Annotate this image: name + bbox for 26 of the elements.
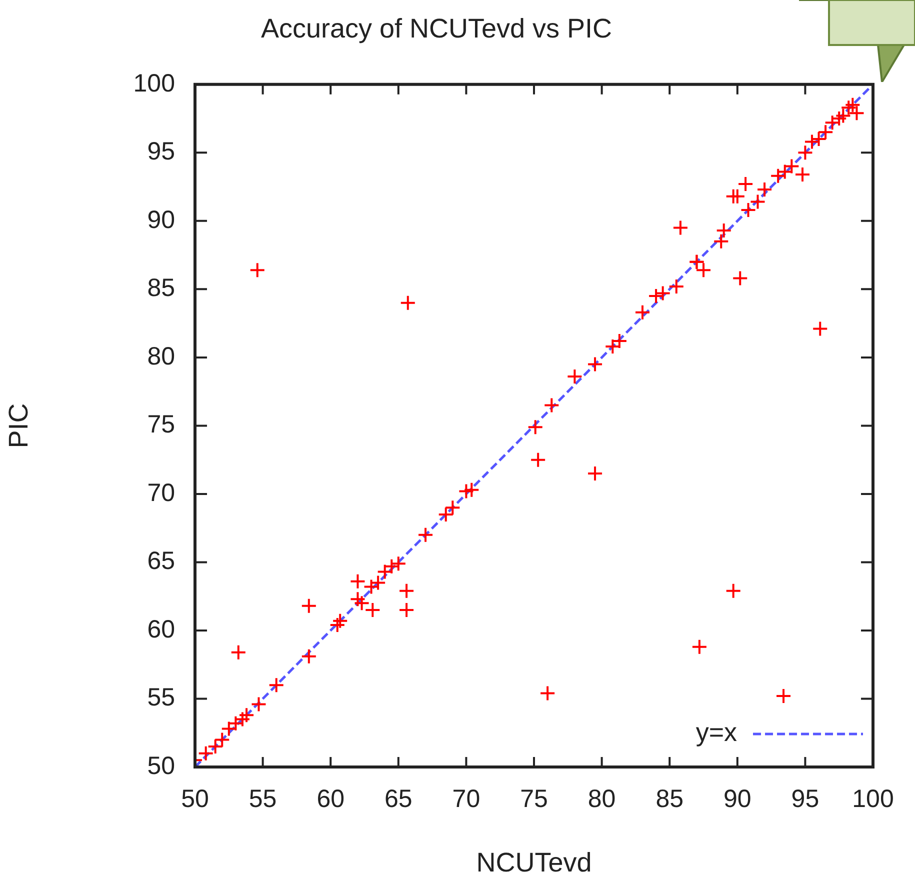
- x-tick-label: 55: [248, 784, 277, 813]
- x-tick-label: 70: [452, 784, 480, 813]
- x-tick-label: 75: [520, 784, 548, 813]
- y-tick-label: 65: [147, 547, 175, 576]
- y-tick-label: 85: [147, 274, 175, 302]
- x-tick-label: 100: [852, 784, 894, 813]
- legend-label: y=x: [696, 717, 737, 748]
- y-axis-title: PIC: [4, 403, 34, 448]
- y-tick-label: 55: [147, 684, 175, 712]
- x-tick-label: 65: [384, 784, 412, 813]
- y-tick-label: 50: [147, 752, 175, 780]
- x-tick-label: 85: [656, 784, 684, 813]
- chart-title: Accuracy of NCUTevd vs PIC: [260, 14, 612, 44]
- x-tick-label: 95: [791, 784, 820, 813]
- y-tick-label: 95: [147, 138, 175, 166]
- y-tick-label: 90: [147, 206, 175, 234]
- x-axis-title: NCUTevd: [476, 847, 592, 878]
- x-tick-label: 80: [588, 784, 616, 813]
- y-tick-label: 60: [147, 615, 175, 644]
- y-tick-label: 100: [133, 69, 175, 98]
- y-tick-label: 80: [147, 342, 175, 370]
- x-tick-label: 60: [316, 784, 345, 813]
- x-tick-label: 90: [723, 784, 752, 813]
- y-tick-label: 75: [147, 410, 175, 439]
- y-tick-label: 70: [147, 478, 175, 507]
- x-tick-label: 50: [181, 784, 209, 813]
